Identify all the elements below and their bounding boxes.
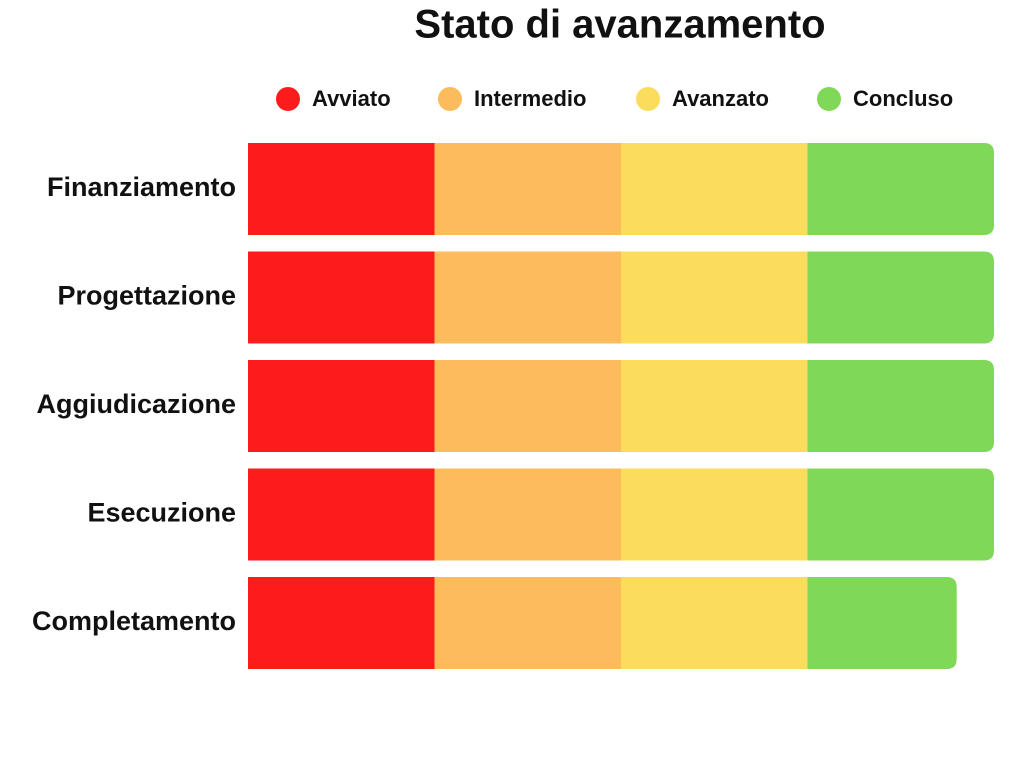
category-label: Finanziamento xyxy=(47,172,236,202)
chart-title: Stato di avanzamento xyxy=(414,3,825,47)
bar-segment xyxy=(248,143,435,235)
bar-segment xyxy=(248,468,435,561)
bar-segment xyxy=(807,360,994,452)
category-label: Aggiudicazione xyxy=(36,389,236,419)
category-label: Progettazione xyxy=(57,281,236,311)
legend-marker xyxy=(636,87,660,111)
bar-segment xyxy=(434,143,621,235)
bar-segment xyxy=(434,468,621,561)
bar-segment xyxy=(807,251,994,344)
bar-segment xyxy=(621,143,808,235)
bar-segment xyxy=(621,577,808,669)
category-label: Completamento xyxy=(32,606,236,636)
legend-label: Concluso xyxy=(853,86,953,111)
legend-marker xyxy=(817,87,841,111)
bar-segment xyxy=(434,577,621,669)
bar-segment xyxy=(434,251,621,344)
bar-segment xyxy=(434,360,621,452)
bar-segment xyxy=(248,251,435,344)
legend-label: Avviato xyxy=(312,86,391,111)
bar-segment xyxy=(248,577,435,669)
bar-segment xyxy=(807,143,994,235)
legend-marker xyxy=(276,87,300,111)
bar-segment xyxy=(621,468,808,561)
legend-label: Intermedio xyxy=(474,86,586,111)
bar-segment xyxy=(621,360,808,452)
bar-segment xyxy=(807,468,994,561)
legend-label: Avanzato xyxy=(672,86,769,111)
bar-segment xyxy=(621,251,808,344)
bar-segment xyxy=(807,577,957,669)
legend-marker xyxy=(438,87,462,111)
bar-segment xyxy=(248,360,435,452)
category-label: Esecuzione xyxy=(87,498,236,528)
